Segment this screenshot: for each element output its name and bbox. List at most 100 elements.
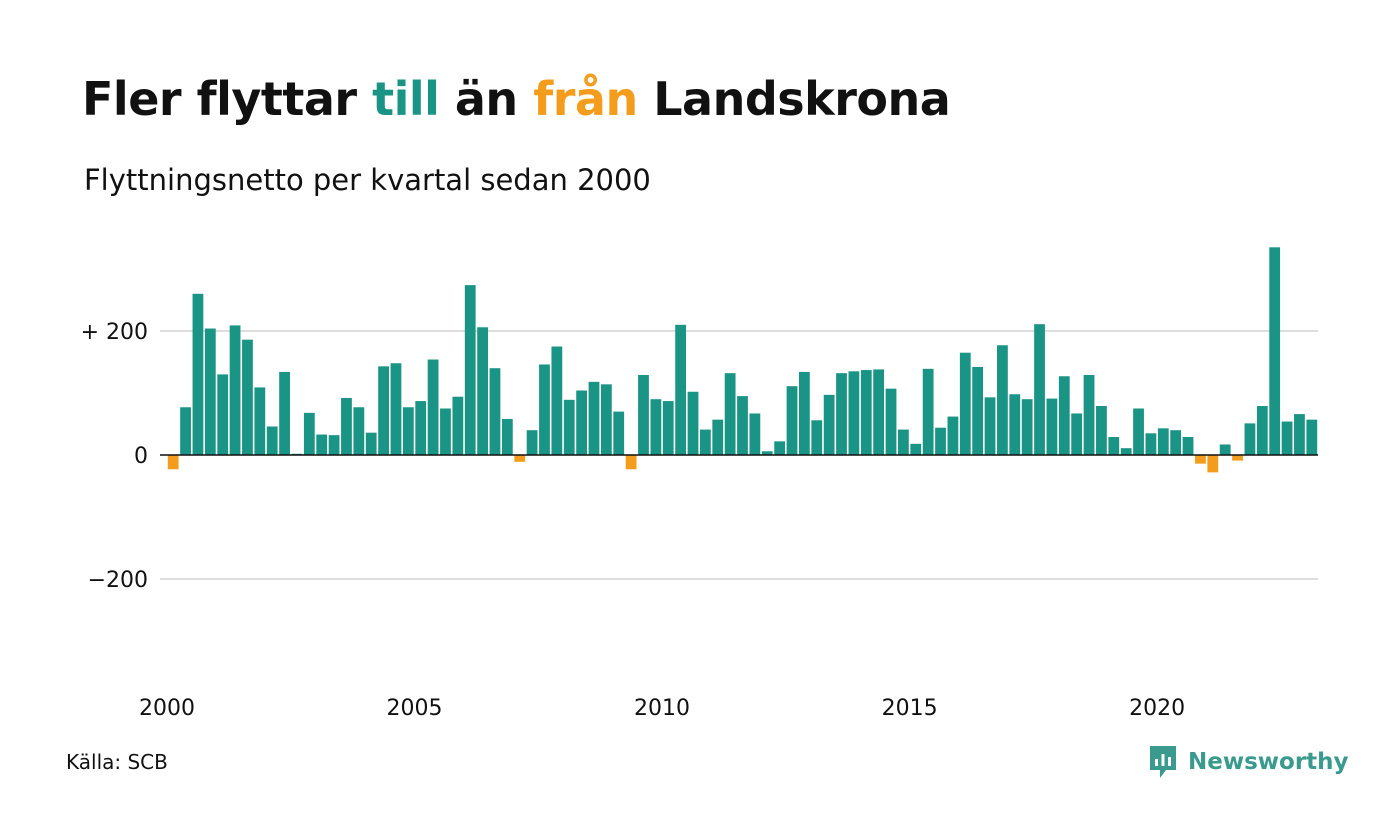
bar (588, 381, 600, 455)
bar (180, 407, 191, 455)
bar (303, 412, 315, 455)
x-tick-label: 2005 (387, 696, 443, 721)
bar (1071, 413, 1083, 455)
bar (1232, 455, 1243, 461)
bar (786, 386, 798, 455)
title-part-4: från (533, 72, 638, 126)
bar (452, 396, 464, 455)
bar (279, 371, 290, 455)
bar (167, 455, 179, 470)
bar (811, 420, 823, 455)
bar (427, 359, 439, 455)
bar (675, 324, 687, 455)
bar (204, 328, 216, 455)
bar (1145, 433, 1157, 455)
bar (526, 430, 538, 455)
x-tick-label: 2020 (1129, 696, 1185, 721)
bars (167, 247, 1318, 473)
y-tick-label: 0 (134, 444, 148, 469)
bar (1108, 437, 1120, 455)
bar (613, 411, 625, 455)
source-credit: Källa: SCB (66, 750, 168, 774)
y-tick-label: −200 (88, 568, 148, 593)
x-tick-labels: 2000 2005 2010 2015 2020 (139, 696, 1185, 721)
bar (1219, 444, 1231, 455)
bar (316, 434, 328, 455)
bar (761, 451, 773, 455)
bar (477, 327, 488, 455)
bar (514, 455, 526, 462)
bar (662, 401, 674, 455)
bar (1157, 428, 1169, 455)
bar (910, 443, 922, 455)
bar (341, 397, 352, 455)
bar (600, 384, 612, 455)
brand-name: Newsworthy (1188, 749, 1349, 775)
x-tick-label: 2000 (139, 696, 195, 721)
bar (254, 387, 266, 455)
bar (625, 455, 637, 470)
bar (1120, 448, 1132, 455)
bar (353, 407, 365, 455)
title-part-1: Fler flyttar (82, 72, 373, 126)
bar (935, 427, 946, 455)
bar (563, 399, 575, 455)
bar (266, 426, 278, 455)
chart-title: Fler flyttar till än från Landskrona (82, 72, 951, 127)
bar (1034, 324, 1045, 455)
bar (687, 391, 699, 455)
bar (997, 345, 1008, 455)
bar (774, 441, 786, 455)
bar (1096, 406, 1107, 455)
bar (1083, 375, 1095, 455)
bar (242, 339, 253, 455)
bar (848, 371, 860, 455)
brand-logo: Newsworthy (1148, 744, 1349, 780)
bar (1021, 399, 1033, 455)
bar (576, 390, 587, 455)
bar (873, 369, 885, 455)
bar (724, 373, 736, 455)
bar (539, 364, 550, 455)
bar (1256, 406, 1268, 455)
bar (328, 435, 340, 455)
bar (501, 419, 513, 455)
bar (551, 346, 563, 455)
bar (922, 368, 934, 455)
bar (737, 396, 748, 455)
bar (217, 374, 229, 455)
bar (959, 352, 971, 455)
bar (229, 325, 241, 455)
newsworthy-logo-icon (1150, 746, 1176, 778)
bar (1207, 455, 1219, 473)
bar (749, 413, 761, 455)
bar (860, 370, 872, 455)
bar (1046, 398, 1058, 455)
bar (1269, 247, 1281, 455)
bar (699, 429, 711, 455)
bar (1244, 423, 1256, 455)
bar (489, 368, 501, 455)
bar (1133, 408, 1144, 455)
bar (192, 293, 204, 455)
x-tick-label: 2015 (882, 696, 938, 721)
bar (898, 429, 909, 455)
bar (1170, 430, 1182, 455)
bar (402, 407, 414, 455)
bar (712, 419, 724, 455)
bar (984, 397, 996, 455)
grid-lines (160, 330, 1318, 580)
bar (1294, 414, 1305, 455)
y-tick-label: + 200 (81, 320, 148, 345)
y-tick-labels: + 200 0 −200 (81, 320, 148, 593)
bar (365, 432, 377, 455)
title-part-3: än (439, 72, 534, 126)
bar (390, 363, 402, 455)
x-tick-label: 2010 (634, 696, 690, 721)
bar (836, 373, 847, 455)
bar (798, 371, 810, 455)
bar (378, 366, 389, 455)
bar (1009, 394, 1021, 455)
title-part-5: Landskrona (637, 72, 951, 126)
